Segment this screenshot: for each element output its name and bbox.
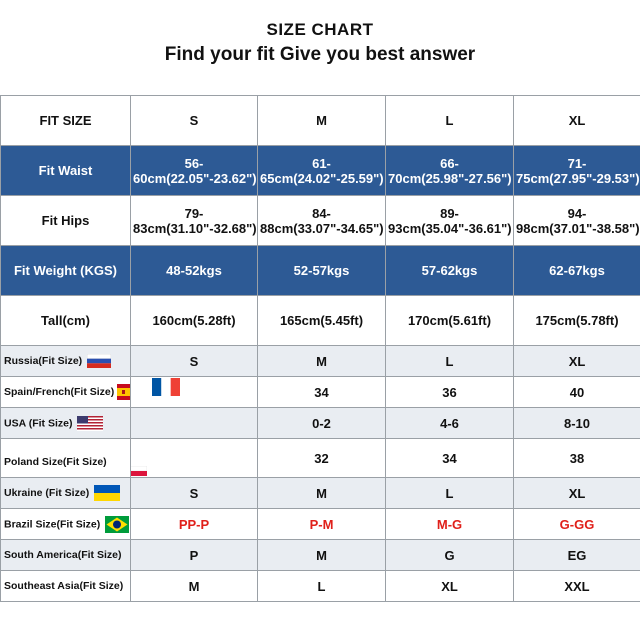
usa-row: USA (Fit Size) 0-2 4-6 8-10 [0, 407, 640, 439]
region-value: 4-6 [385, 407, 514, 439]
region-value: XL [513, 345, 640, 377]
hips-value: 94-98cm(37.01"-38.58") [513, 195, 640, 246]
region-value: 0-2 [257, 407, 386, 439]
hips-value: 84-88cm(33.07"-34.65") [257, 195, 386, 246]
brazil-flag-icon [105, 515, 130, 533]
size-l-header: L [385, 95, 514, 146]
hips-value: 79-83cm(31.10"-32.68") [130, 195, 258, 246]
region-value [130, 376, 258, 408]
header-row: FIT SIZE S M L XL [0, 95, 640, 146]
region-value: 40 [513, 376, 640, 408]
tall-value: 160cm(5.28ft) [130, 295, 258, 346]
region-value: L [257, 570, 386, 602]
hips-label: Fit Hips [0, 195, 131, 246]
region-value: M-G [385, 508, 514, 540]
region-label: Brazil Size(Fit Size) [4, 517, 101, 530]
weight-row: Fit Weight (KGS) 48-52kgs 52-57kgs 57-62… [0, 245, 640, 296]
region-value: M [130, 570, 258, 602]
fit-size-label: FIT SIZE [0, 95, 131, 146]
waist-value: 61-65cm(24.02"-25.59") [257, 145, 386, 196]
tall-value: 165cm(5.45ft) [257, 295, 386, 346]
russia-flag-icon [87, 354, 112, 368]
region-label: USA (Fit Size) [4, 416, 73, 429]
chart-subtitle: Find your fit Give you best answer [164, 44, 476, 65]
region-value [130, 407, 258, 439]
south-america-row: South America(Fit Size) P M G EG [0, 539, 640, 571]
region-value: 32 [257, 438, 386, 478]
region-value: S [130, 345, 258, 377]
region-value: 8-10 [513, 407, 640, 439]
usa-flag-icon [77, 415, 104, 431]
southeast-asia-row: Southeast Asia(Fit Size) M L XL XXL [0, 570, 640, 602]
ukraine-row: Ukraine (Fit Size) S M L XL [0, 477, 640, 509]
ukraine-flag-icon [94, 485, 121, 501]
chart-title: SIZE CHART [266, 20, 374, 39]
region-value: M [257, 345, 386, 377]
hips-row: Fit Hips 79-83cm(31.10"-32.68") 84-88cm(… [0, 195, 640, 246]
region-value: PP-P [130, 508, 258, 540]
waist-value: 56-60cm(22.05"-23.62") [130, 145, 258, 196]
waist-row: Fit Waist 56-60cm(22.05"-23.62") 61-65cm… [0, 145, 640, 196]
region-value: EG [513, 539, 640, 571]
poland-row: Poland Size(Fit Size) 32 34 38 [0, 438, 640, 478]
size-chart-table: FIT SIZE S M L XL Fit Waist 56-60cm(22.0… [0, 95, 640, 602]
region-value: XL [385, 570, 514, 602]
france-flag-icon [152, 378, 180, 396]
region-value: L [385, 477, 514, 509]
region-label: Poland Size(Fit Size) [4, 456, 107, 468]
region-value: S [130, 477, 258, 509]
region-label: Southeast Asia(Fit Size) [0, 570, 131, 602]
poland-flag-icon [131, 465, 147, 476]
spain-flag-icon [117, 384, 130, 400]
tall-value: 175cm(5.78ft) [513, 295, 640, 346]
region-value: P [130, 539, 258, 571]
waist-value: 66-70cm(25.98"-27.56") [385, 145, 514, 196]
size-s-header: S [130, 95, 258, 146]
region-value: G [385, 539, 514, 571]
region-value: 34 [257, 376, 386, 408]
weight-value: 62-67kgs [513, 245, 640, 296]
region-value: P-M [257, 508, 386, 540]
weight-label: Fit Weight (KGS) [0, 245, 131, 296]
weight-value: 52-57kgs [257, 245, 386, 296]
tall-value: 170cm(5.61ft) [385, 295, 514, 346]
size-xl-header: XL [513, 95, 640, 146]
region-value: L [385, 345, 514, 377]
tall-row: Tall(cm) 160cm(5.28ft) 165cm(5.45ft) 170… [0, 295, 640, 346]
region-label: Ukraine (Fit Size) [4, 486, 90, 499]
region-value: 38 [513, 438, 640, 478]
size-m-header: M [257, 95, 386, 146]
region-value: M [257, 539, 386, 571]
region-value: XL [513, 477, 640, 509]
hips-value: 89-93cm(35.04"-36.61") [385, 195, 514, 246]
tall-label: Tall(cm) [0, 295, 131, 346]
waist-value: 71-75cm(27.95"-29.53") [513, 145, 640, 196]
region-label: South America(Fit Size) [0, 539, 131, 571]
region-value: XXL [513, 570, 640, 602]
russia-row: Russia(Fit Size) S M L XL [0, 345, 640, 377]
region-label: Spain/French(Fit Size) [4, 385, 115, 398]
region-value: M [257, 477, 386, 509]
weight-value: 48-52kgs [130, 245, 258, 296]
brazil-row: Brazil Size(Fit Size) PP-P P-M M-G G-GG [0, 508, 640, 540]
waist-label: Fit Waist [0, 145, 131, 196]
region-label: Russia(Fit Size) [4, 354, 83, 367]
region-value: 36 [385, 376, 514, 408]
region-value: 34 [385, 438, 514, 478]
weight-value: 57-62kgs [385, 245, 514, 296]
spain-france-row: Spain/French(Fit Size) 34 36 40 [0, 376, 640, 408]
region-value: G-GG [513, 508, 640, 540]
